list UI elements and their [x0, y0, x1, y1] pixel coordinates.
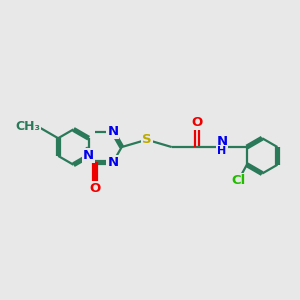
Text: H: H — [217, 146, 226, 156]
Text: CH₃: CH₃ — [15, 120, 40, 133]
Text: O: O — [90, 182, 101, 195]
Text: N: N — [83, 149, 94, 162]
Text: N: N — [107, 156, 118, 169]
Text: N: N — [216, 135, 227, 148]
Text: Cl: Cl — [231, 174, 245, 188]
Text: S: S — [142, 133, 152, 146]
Text: N: N — [107, 125, 118, 138]
Text: O: O — [191, 116, 202, 128]
